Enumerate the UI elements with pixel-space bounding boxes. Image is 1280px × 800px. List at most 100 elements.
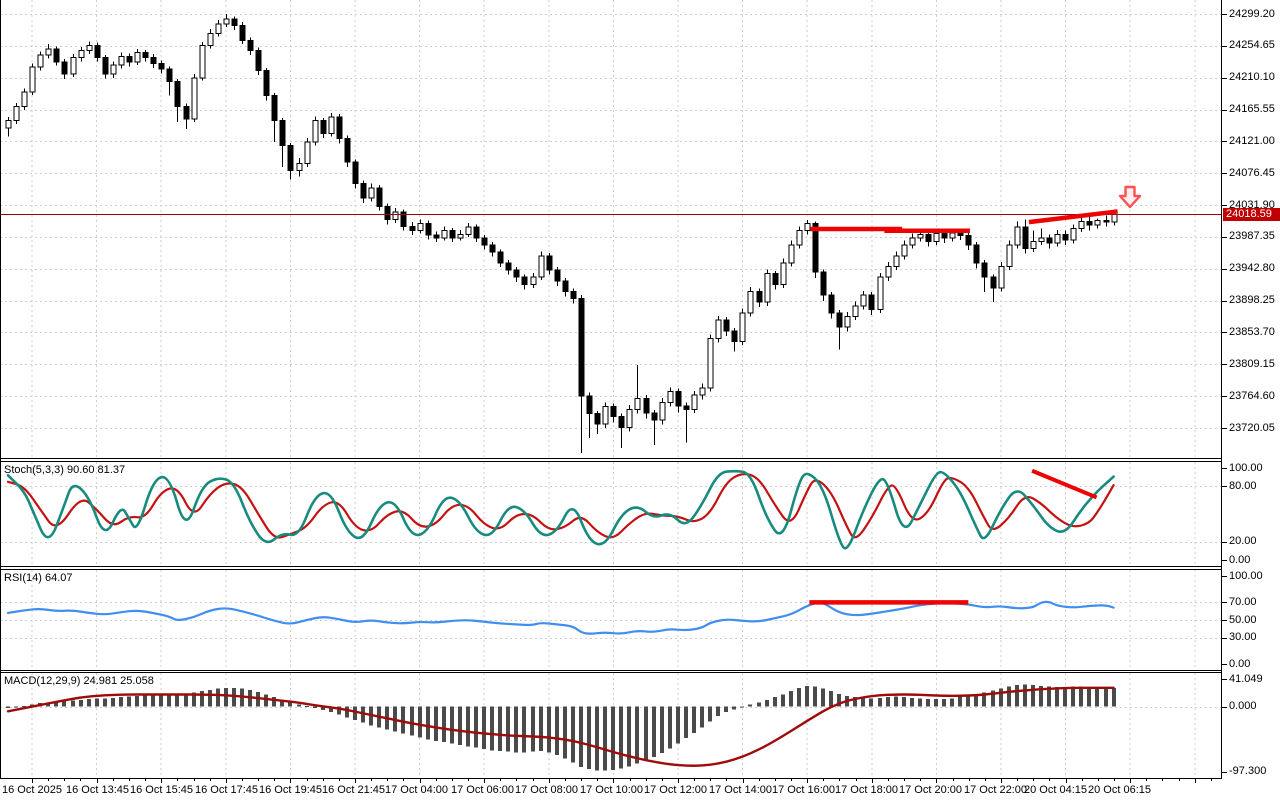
time-axis-tick (1017, 779, 1018, 781)
time-axis-tick (1098, 779, 1099, 781)
time-axis-tick (985, 779, 986, 781)
grid-layer (0, 0, 1222, 778)
time-axis-label: 20 Oct 06:15 (1088, 784, 1151, 796)
axis-tick (1222, 237, 1227, 238)
panel-borders (0, 0, 1222, 779)
time-axis-label: 16 Oct 15:45 (130, 784, 193, 796)
axis-tick (1222, 205, 1227, 206)
time-axis-tick (48, 779, 49, 781)
time-axis-tick (1211, 779, 1212, 781)
time-axis-tick (516, 779, 517, 781)
current-price-badge: 24018.59 (1223, 208, 1280, 222)
time-axis-tick (597, 779, 598, 781)
time-axis-tick (420, 779, 421, 783)
time-axis-tick (452, 779, 453, 781)
axis-tick (1222, 602, 1227, 603)
time-axis-tick (290, 779, 291, 783)
macd-histogram (6, 684, 1116, 771)
time-axis-tick (387, 779, 388, 781)
time-axis-tick (920, 779, 921, 781)
time-axis-tick (839, 779, 840, 781)
macd-indicator-label: MACD(12,29,9) 24.981 25.058 (4, 675, 154, 687)
price-axis-label: 24076.45 (1229, 166, 1275, 179)
time-axis-label: 20 Oct 04:15 (1024, 784, 1087, 796)
time-axis-tick (1033, 779, 1034, 781)
macd-signal-line (6, 686, 1115, 767)
time-axis-label: 17 Oct 20:00 (899, 784, 962, 796)
price-axis-label: 24121.00 (1229, 134, 1275, 147)
time-axis-label: 17 Oct 22:00 (964, 784, 1027, 796)
candles-layer (5, 14, 1118, 454)
price-axis-label: 23809.15 (1229, 357, 1275, 370)
time-axis-tick (1179, 779, 1180, 781)
time-axis-tick (436, 779, 437, 781)
price-axis-label: 24031.90 (1229, 198, 1275, 211)
price-axis-label: 24299.20 (1229, 7, 1275, 20)
time-axis-tick (581, 779, 582, 781)
time-axis-tick (210, 779, 211, 781)
time-axis-label: 17 Oct 08:00 (515, 784, 578, 796)
axis-tick (1222, 486, 1227, 487)
time-axis-tick (258, 779, 259, 781)
axis-tick (1222, 110, 1227, 111)
time-axis-tick (662, 779, 663, 781)
price-axis-label: 24254.65 (1229, 39, 1275, 52)
time-axis-tick (678, 779, 679, 783)
time-axis-tick (936, 779, 937, 783)
axis-tick (1222, 46, 1227, 47)
price-axis-label: 23987.35 (1229, 230, 1275, 243)
macd-axis-label: -97.300 (1229, 765, 1267, 778)
time-axis-tick (694, 779, 695, 781)
stoch-trendline (1031, 468, 1098, 500)
axis-tick (1222, 560, 1227, 561)
rsi-axis-label: 50.00 (1229, 613, 1257, 626)
time-axis-tick (194, 779, 195, 781)
time-axis-tick (80, 779, 81, 781)
time-axis-tick (775, 779, 776, 781)
time-axis-label: 17 Oct 12:00 (644, 784, 707, 796)
time-axis-tick (888, 779, 889, 781)
time-axis-tick (872, 779, 873, 783)
chart-plot-area[interactable]: Stoch(5,3,3) 90.60 81.37 RSI(14) 64.07 M… (0, 0, 1222, 779)
axis-tick (1222, 364, 1227, 365)
time-axis-tick (630, 779, 631, 781)
rsi-line (6, 600, 1115, 635)
time-axis-tick (549, 779, 550, 783)
time-axis-tick (533, 779, 534, 781)
time-axis-tick (953, 779, 954, 781)
price-axis[interactable]: 24018.59 24299.20 24254.65 24210.10 24165.5… (1222, 0, 1280, 779)
axis-tick (1222, 468, 1227, 469)
axis-tick (1222, 576, 1227, 577)
stoch-axis-label: 0.00 (1229, 553, 1251, 566)
time-axis-tick (710, 779, 711, 781)
rsi-axis-label: 30.00 (1229, 631, 1257, 644)
stoch-main-line (6, 469, 1115, 550)
time-axis-label: 17 Oct 16:00 (772, 784, 835, 796)
time-axis-tick (726, 779, 727, 781)
time-axis-tick (97, 779, 98, 783)
time-axis-tick (1066, 779, 1067, 783)
rsi-axis-label: 70.00 (1229, 595, 1257, 608)
time-axis-tick (1195, 779, 1196, 783)
time-axis[interactable]: 16 Oct 2025 16 Oct 13:45 16 Oct 15:45 16 Oc… (0, 779, 1280, 800)
rsi-indicator-label: RSI(14) 64.07 (4, 572, 73, 584)
axis-tick (1222, 14, 1227, 15)
time-axis-tick (791, 779, 792, 781)
time-axis-tick (500, 779, 501, 781)
axis-tick (1222, 173, 1227, 174)
time-axis-tick (339, 779, 340, 781)
time-axis-tick (307, 779, 308, 781)
sell-signal-arrow-icon (1118, 185, 1142, 209)
time-axis-tick (969, 779, 970, 781)
time-axis-tick (371, 779, 372, 781)
axis-tick (1222, 141, 1227, 142)
chart-canvas[interactable] (0, 0, 1222, 779)
time-axis-label: 17 Oct 18:00 (835, 784, 898, 796)
time-axis-label: 16 Oct 21:45 (322, 784, 385, 796)
time-axis-label: 17 Oct 06:00 (451, 784, 514, 796)
time-axis-label: 16 Oct 13:45 (66, 784, 129, 796)
time-axis-tick (242, 779, 243, 781)
time-axis-tick (226, 779, 227, 783)
axis-tick (1222, 620, 1227, 621)
